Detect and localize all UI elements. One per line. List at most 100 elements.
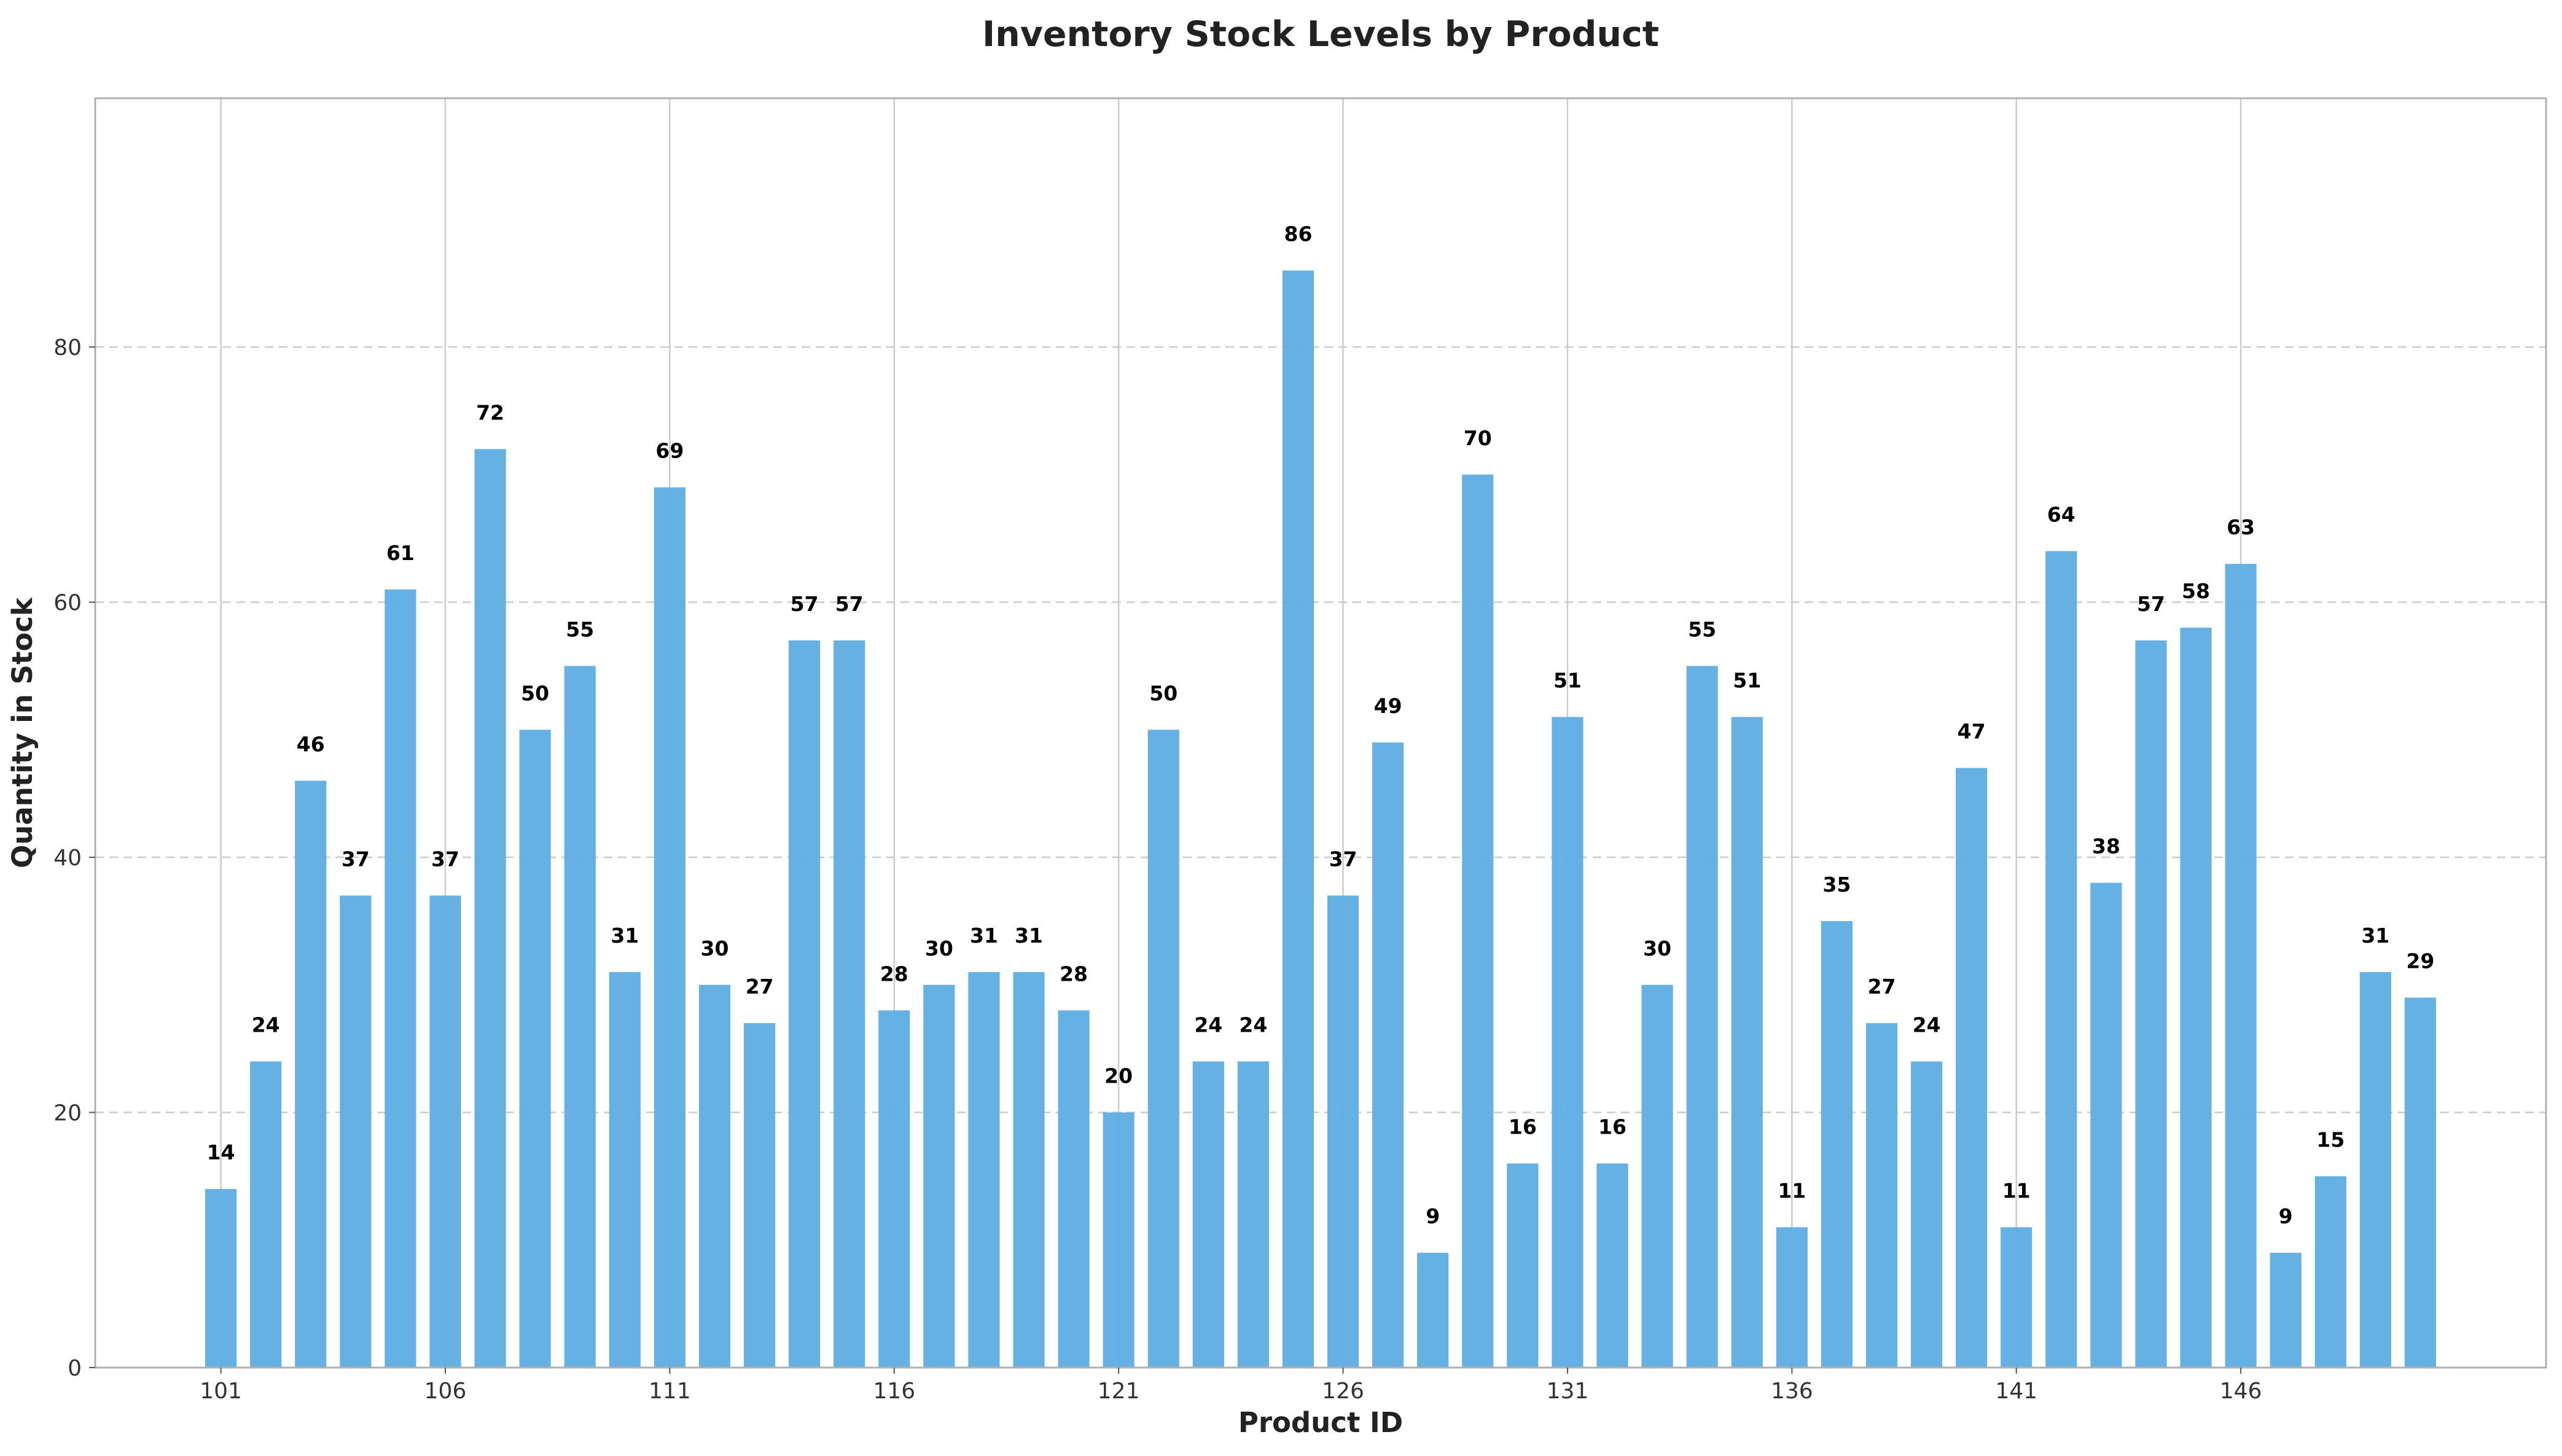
bar-115 bbox=[834, 640, 865, 1368]
x-axis-label: Product ID bbox=[1238, 1406, 1403, 1439]
bar-116 bbox=[878, 1010, 910, 1368]
data-label-146: 63 bbox=[2227, 515, 2255, 539]
y-tick-label-0: 0 bbox=[68, 1356, 82, 1381]
x-tick-label-136: 136 bbox=[1771, 1379, 1813, 1404]
bar-122 bbox=[1147, 730, 1179, 1368]
bar-142 bbox=[2045, 551, 2077, 1368]
x-tick-label-126: 126 bbox=[1322, 1379, 1364, 1404]
data-label-149: 31 bbox=[2361, 924, 2389, 948]
data-label-101: 14 bbox=[207, 1140, 235, 1164]
y-tick-label-40: 40 bbox=[53, 846, 82, 871]
data-label-115: 57 bbox=[835, 592, 864, 616]
plot-frame bbox=[94, 97, 2547, 1369]
bars bbox=[205, 270, 2436, 1368]
bar-126 bbox=[1327, 895, 1359, 1368]
y-tick-label-80: 80 bbox=[53, 335, 82, 360]
data-label-103: 46 bbox=[297, 732, 325, 756]
bar-104 bbox=[340, 895, 372, 1368]
data-label-102: 24 bbox=[252, 1013, 280, 1037]
bar-129 bbox=[1462, 474, 1494, 1368]
bar-128 bbox=[1417, 1253, 1449, 1368]
bar-127 bbox=[1372, 742, 1404, 1368]
bar-109 bbox=[564, 666, 596, 1368]
bar-134 bbox=[1686, 666, 1718, 1368]
x-tick-label-146: 146 bbox=[2220, 1379, 2262, 1404]
bar-146 bbox=[2225, 564, 2257, 1368]
data-label-120: 28 bbox=[1060, 962, 1088, 986]
gridlines bbox=[95, 98, 2546, 1368]
x-axis-ticks: 101 106 111 116 121 126 131 136 141 146 bbox=[200, 1368, 2262, 1404]
data-label-135: 51 bbox=[1733, 669, 1761, 693]
data-label-138: 27 bbox=[1867, 975, 1896, 999]
y-tick-label-20: 20 bbox=[53, 1101, 82, 1126]
data-label-125: 86 bbox=[1284, 222, 1312, 246]
y-tick-label-60: 60 bbox=[53, 591, 82, 616]
bar-125 bbox=[1282, 270, 1314, 1368]
bar-102 bbox=[250, 1061, 282, 1368]
bar-114 bbox=[789, 640, 821, 1368]
data-label-126: 37 bbox=[1329, 847, 1357, 871]
data-label-127: 49 bbox=[1374, 694, 1402, 718]
x-tick-label-141: 141 bbox=[1995, 1379, 2037, 1404]
data-label-128: 9 bbox=[1426, 1204, 1440, 1228]
data-label-119: 31 bbox=[1015, 924, 1043, 948]
data-label-147: 9 bbox=[2279, 1204, 2293, 1228]
bar-139 bbox=[1910, 1061, 1943, 1368]
x-tick-label-121: 121 bbox=[1098, 1379, 1140, 1404]
data-label-121: 20 bbox=[1104, 1064, 1133, 1088]
bar-148 bbox=[2314, 1176, 2346, 1368]
bar-131 bbox=[1552, 717, 1584, 1368]
data-label-104: 37 bbox=[342, 847, 370, 871]
data-label-106: 37 bbox=[431, 847, 459, 871]
data-label-107: 72 bbox=[476, 400, 504, 424]
bar-124 bbox=[1237, 1061, 1269, 1368]
data-label-150: 29 bbox=[2406, 949, 2434, 973]
data-label-108: 50 bbox=[521, 681, 549, 705]
data-label-142: 64 bbox=[2047, 502, 2076, 526]
data-label-111: 69 bbox=[655, 439, 684, 463]
data-labels: 14 24 46 37 61 37 72 50 55 31 69 30 27 57 57 28 30 31 31 28… bbox=[207, 222, 2435, 1228]
bar-121 bbox=[1103, 1112, 1135, 1368]
bar-150 bbox=[2404, 997, 2436, 1368]
bar-103 bbox=[295, 781, 327, 1368]
bar-133 bbox=[1641, 984, 1673, 1368]
chart-title: Inventory Stock Levels by Product bbox=[982, 14, 1659, 55]
bar-143 bbox=[2090, 882, 2122, 1368]
bar-145 bbox=[2180, 628, 2212, 1368]
bar-130 bbox=[1507, 1163, 1539, 1368]
bar-101 bbox=[205, 1189, 237, 1368]
bar-108 bbox=[519, 730, 551, 1368]
bar-112 bbox=[698, 984, 731, 1368]
bar-147 bbox=[2270, 1253, 2302, 1368]
data-label-140: 47 bbox=[1958, 720, 1986, 744]
bar-106 bbox=[429, 895, 461, 1368]
x-tick-label-116: 116 bbox=[873, 1379, 915, 1404]
bar-132 bbox=[1596, 1163, 1628, 1368]
data-label-145: 58 bbox=[2182, 579, 2210, 603]
data-label-117: 30 bbox=[925, 936, 953, 960]
data-label-109: 55 bbox=[566, 617, 594, 641]
data-label-122: 50 bbox=[1149, 681, 1178, 705]
bar-113 bbox=[743, 1023, 776, 1368]
bar-138 bbox=[1865, 1023, 1898, 1368]
bar-140 bbox=[1956, 768, 1988, 1368]
x-tick-label-106: 106 bbox=[424, 1379, 467, 1404]
data-label-144: 57 bbox=[2137, 592, 2165, 616]
x-tick-label-111: 111 bbox=[649, 1379, 691, 1404]
bar-144 bbox=[2135, 640, 2167, 1368]
data-label-130: 16 bbox=[1509, 1115, 1537, 1139]
bar-117 bbox=[923, 984, 955, 1368]
data-label-114: 57 bbox=[791, 592, 819, 616]
data-label-123: 24 bbox=[1194, 1013, 1222, 1037]
data-label-139: 24 bbox=[1913, 1013, 1941, 1037]
x-tick-label-101: 101 bbox=[200, 1379, 242, 1404]
data-label-116: 28 bbox=[880, 962, 908, 986]
data-label-131: 51 bbox=[1553, 669, 1582, 693]
bar-118 bbox=[968, 972, 1000, 1368]
bar-111 bbox=[654, 487, 685, 1368]
bar-149 bbox=[2359, 972, 2391, 1368]
bar-120 bbox=[1058, 1010, 1090, 1368]
data-label-129: 70 bbox=[1464, 426, 1492, 450]
data-label-148: 15 bbox=[2316, 1127, 2345, 1151]
